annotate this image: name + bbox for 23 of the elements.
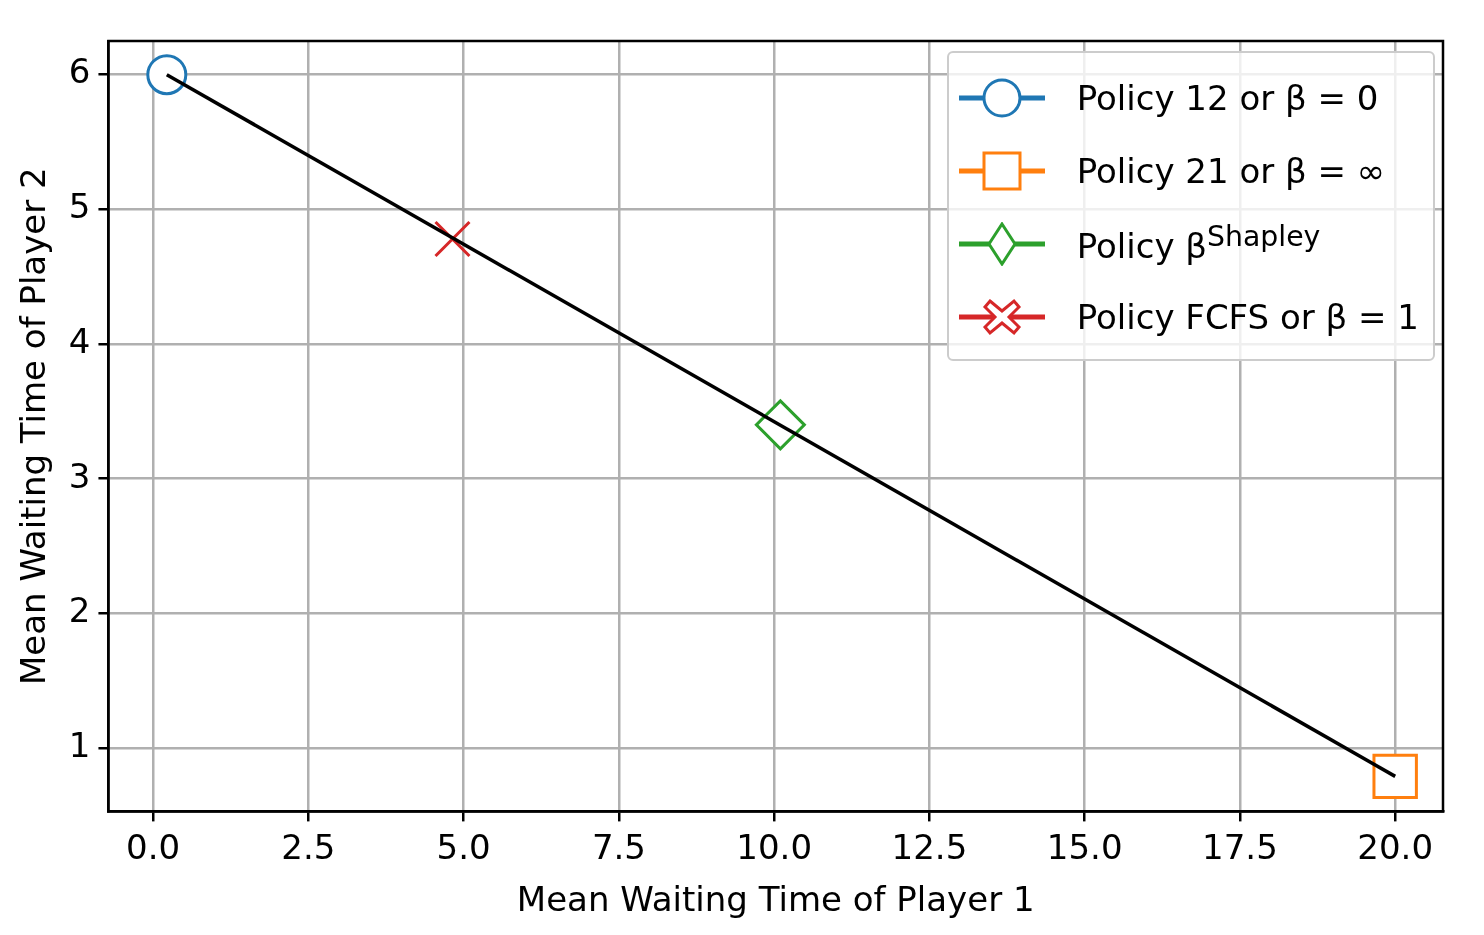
x-tick-label: 2.5 xyxy=(281,826,336,867)
x-tick-label: 12.5 xyxy=(891,826,968,867)
x-tick-label: 10.0 xyxy=(736,826,813,867)
legend-label: Policy FCFS or β = 1 xyxy=(1076,296,1419,337)
x-axis-title: Mean Waiting Time of Player 1 xyxy=(516,879,1035,920)
legend-label: Policy β$^{Shapley}$ xyxy=(1076,220,1321,267)
y-tick-label: 6 xyxy=(68,51,91,92)
x-tick-label: 7.5 xyxy=(591,826,646,867)
legend-label: Policy 12 or β = 0 xyxy=(1076,77,1379,118)
x-tick-label: 17.5 xyxy=(1202,826,1278,867)
x-tick-label: 5.0 xyxy=(436,826,491,867)
y-tick-label: 5 xyxy=(68,186,91,227)
y-axis-title: Mean Waiting Time of Player 2 xyxy=(13,167,54,686)
x-tick-label: 15.0 xyxy=(1046,826,1123,867)
y-tick-label: 1 xyxy=(68,724,91,765)
y-tick-label: 4 xyxy=(68,320,91,361)
legend-label: Policy 21 or β = ∞ xyxy=(1076,150,1386,191)
x-tick-label: 0.0 xyxy=(126,826,181,867)
point xyxy=(146,54,188,96)
x-tick-label: 20.0 xyxy=(1357,826,1434,867)
y-tick-label: 3 xyxy=(68,455,91,496)
y-tick-label: 2 xyxy=(68,590,91,631)
point xyxy=(1372,753,1418,800)
